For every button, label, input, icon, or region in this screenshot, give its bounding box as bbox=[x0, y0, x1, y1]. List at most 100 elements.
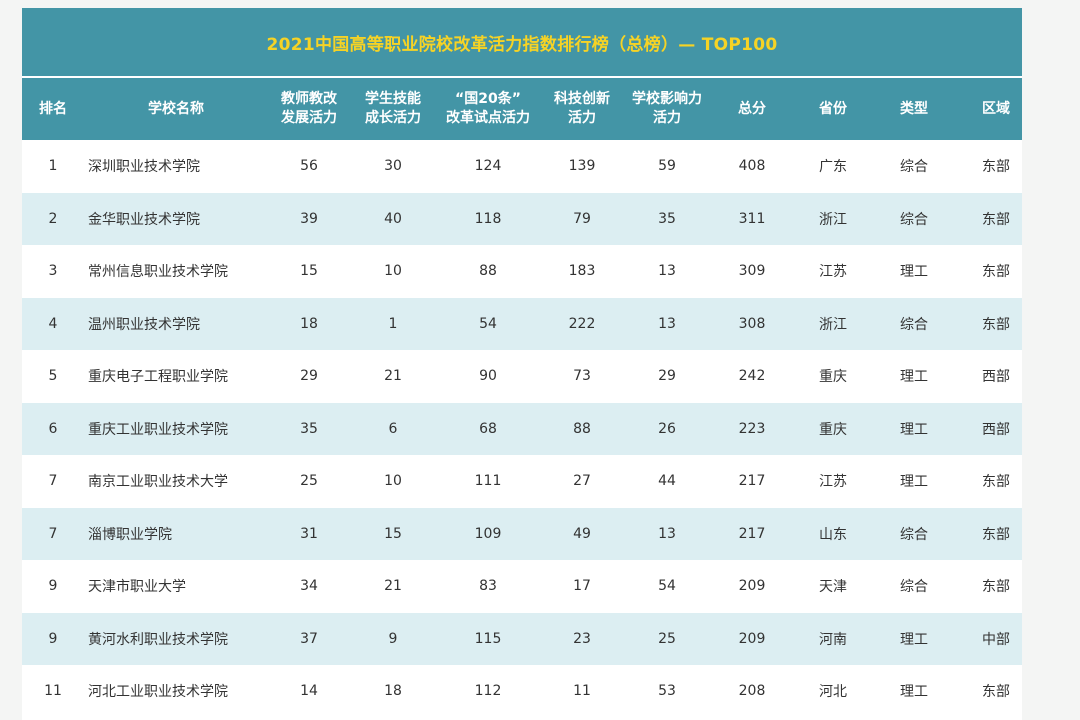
cell-tech-innovation: 88 bbox=[573, 420, 591, 437]
cell-type: 理工 bbox=[900, 369, 928, 386]
column-header-school-name: 学校名称 bbox=[148, 100, 204, 117]
cell-national20-pilot: 124 bbox=[474, 158, 502, 175]
cell-total-score: 217 bbox=[738, 473, 766, 490]
cell-school-influence: 44 bbox=[658, 473, 676, 490]
cell-tech-innovation: 23 bbox=[573, 630, 591, 647]
cell-type: 理工 bbox=[900, 684, 928, 701]
cell-tech-innovation: 183 bbox=[568, 263, 596, 280]
cell-student-skill: 10 bbox=[384, 473, 402, 490]
table-row: 4 温州职业技术学院 18 1 54 222 13 308 浙江 综合 东部 bbox=[22, 297, 1022, 350]
table-row: 11 河北工业职业技术学院 14 18 112 11 53 208 河北 理工 东部 bbox=[22, 665, 1022, 718]
cell-national20-pilot: 88 bbox=[479, 263, 497, 280]
cell-region: 中部 bbox=[982, 631, 1010, 648]
cell-region: 西部 bbox=[982, 369, 1010, 386]
cell-school-name: 天津市职业大学 bbox=[88, 579, 186, 596]
cell-region: 东部 bbox=[982, 264, 1010, 281]
table-row: 1 深圳职业技术学院 56 30 124 139 59 408 广东 综合 东部 bbox=[22, 140, 1022, 193]
cell-total-score: 242 bbox=[738, 368, 766, 385]
cell-teacher-reform: 14 bbox=[300, 683, 318, 700]
cell-type: 综合 bbox=[900, 211, 928, 228]
cell-student-skill: 15 bbox=[384, 525, 402, 542]
cell-province: 河南 bbox=[819, 631, 847, 648]
cell-student-skill: 9 bbox=[388, 630, 398, 647]
cell-type: 理工 bbox=[900, 474, 928, 491]
cell-school-influence: 13 bbox=[658, 525, 676, 542]
cell-student-skill: 21 bbox=[384, 368, 402, 385]
cell-student-skill: 10 bbox=[384, 263, 402, 280]
column-header-type: 类型 bbox=[900, 100, 928, 117]
cell-total-score: 309 bbox=[738, 263, 766, 280]
cell-school-influence: 26 bbox=[658, 420, 676, 437]
column-header-rank: 排名 bbox=[39, 100, 67, 117]
cell-school-name: 常州信息职业技术学院 bbox=[88, 264, 228, 281]
cell-student-skill: 1 bbox=[388, 315, 398, 332]
cell-teacher-reform: 56 bbox=[300, 158, 318, 175]
table-row: 7 淄博职业学院 31 15 109 49 13 217 山东 综合 东部 bbox=[22, 507, 1022, 560]
table-row: 9 天津市职业大学 34 21 83 17 54 209 天津 综合 东部 bbox=[22, 560, 1022, 613]
cell-teacher-reform: 18 bbox=[300, 315, 318, 332]
cell-region: 东部 bbox=[982, 316, 1010, 333]
cell-type: 综合 bbox=[900, 526, 928, 543]
column-header-national20-pilot: “国20条” 改革试点活力 bbox=[446, 91, 530, 126]
cell-tech-innovation: 49 bbox=[573, 525, 591, 542]
cell-total-score: 311 bbox=[738, 210, 766, 227]
cell-rank: 1 bbox=[48, 158, 58, 175]
cell-tech-innovation: 17 bbox=[573, 578, 591, 595]
cell-national20-pilot: 109 bbox=[474, 525, 502, 542]
cell-province: 河北 bbox=[819, 684, 847, 701]
cell-teacher-reform: 39 bbox=[300, 210, 318, 227]
cell-total-score: 308 bbox=[738, 315, 766, 332]
cell-school-influence: 13 bbox=[658, 315, 676, 332]
cell-tech-innovation: 73 bbox=[573, 368, 591, 385]
cell-province: 山东 bbox=[819, 526, 847, 543]
cell-tech-innovation: 79 bbox=[573, 210, 591, 227]
cell-total-score: 209 bbox=[738, 630, 766, 647]
cell-school-influence: 29 bbox=[658, 368, 676, 385]
cell-type: 理工 bbox=[900, 421, 928, 438]
cell-region: 西部 bbox=[982, 421, 1010, 438]
cell-school-name: 黄河水利职业技术学院 bbox=[88, 631, 228, 648]
cell-province: 江苏 bbox=[819, 264, 847, 281]
cell-tech-innovation: 27 bbox=[573, 473, 591, 490]
column-header-student-skill: 学生技能 成长活力 bbox=[365, 91, 421, 126]
cell-rank: 7 bbox=[48, 525, 58, 542]
cell-tech-innovation: 222 bbox=[568, 315, 596, 332]
cell-school-influence: 54 bbox=[658, 578, 676, 595]
table-row: 5 重庆电子工程职业学院 29 21 90 73 29 242 重庆 理工 西部 bbox=[22, 350, 1022, 403]
cell-school-name: 深圳职业技术学院 bbox=[88, 159, 200, 176]
cell-student-skill: 18 bbox=[384, 683, 402, 700]
cell-national20-pilot: 83 bbox=[479, 578, 497, 595]
cell-rank: 7 bbox=[48, 473, 58, 490]
cell-school-name: 重庆工业职业技术学院 bbox=[88, 421, 228, 438]
cell-rank: 3 bbox=[48, 263, 58, 280]
cell-school-name: 淄博职业学院 bbox=[88, 526, 172, 543]
cell-national20-pilot: 111 bbox=[474, 473, 502, 490]
cell-national20-pilot: 112 bbox=[474, 683, 502, 700]
cell-rank: 5 bbox=[48, 368, 58, 385]
cell-tech-innovation: 139 bbox=[568, 158, 596, 175]
cell-school-name: 南京工业职业技术大学 bbox=[88, 474, 228, 491]
cell-region: 东部 bbox=[982, 159, 1010, 176]
table-row: 2 金华职业技术学院 39 40 118 79 35 311 浙江 综合 东部 bbox=[22, 192, 1022, 245]
cell-region: 东部 bbox=[982, 474, 1010, 491]
cell-teacher-reform: 29 bbox=[300, 368, 318, 385]
cell-national20-pilot: 118 bbox=[474, 210, 502, 227]
table-row: 6 重庆工业职业技术学院 35 6 68 88 26 223 重庆 理工 西部 bbox=[22, 402, 1022, 455]
cell-province: 江苏 bbox=[819, 474, 847, 491]
cell-student-skill: 21 bbox=[384, 578, 402, 595]
cell-province: 广东 bbox=[819, 159, 847, 176]
table-header: 排名 学校名称 教师教改 发展活力 学生技能 成长活力 “国20条” 改革试点活力 科技创… bbox=[22, 78, 1022, 140]
cell-region: 东部 bbox=[982, 211, 1010, 228]
cell-province: 浙江 bbox=[819, 211, 847, 228]
cell-national20-pilot: 115 bbox=[474, 630, 502, 647]
cell-student-skill: 6 bbox=[388, 420, 398, 437]
cell-province: 重庆 bbox=[819, 369, 847, 386]
title-bar: 2021中国高等职业院校改革活力指数排行榜（总榜）— TOP100 bbox=[22, 8, 1022, 78]
cell-student-skill: 40 bbox=[384, 210, 402, 227]
cell-province: 重庆 bbox=[819, 421, 847, 438]
cell-type: 理工 bbox=[900, 631, 928, 648]
cell-tech-innovation: 11 bbox=[573, 683, 591, 700]
cell-national20-pilot: 68 bbox=[479, 420, 497, 437]
cell-province: 浙江 bbox=[819, 316, 847, 333]
cell-school-name: 金华职业技术学院 bbox=[88, 211, 200, 228]
